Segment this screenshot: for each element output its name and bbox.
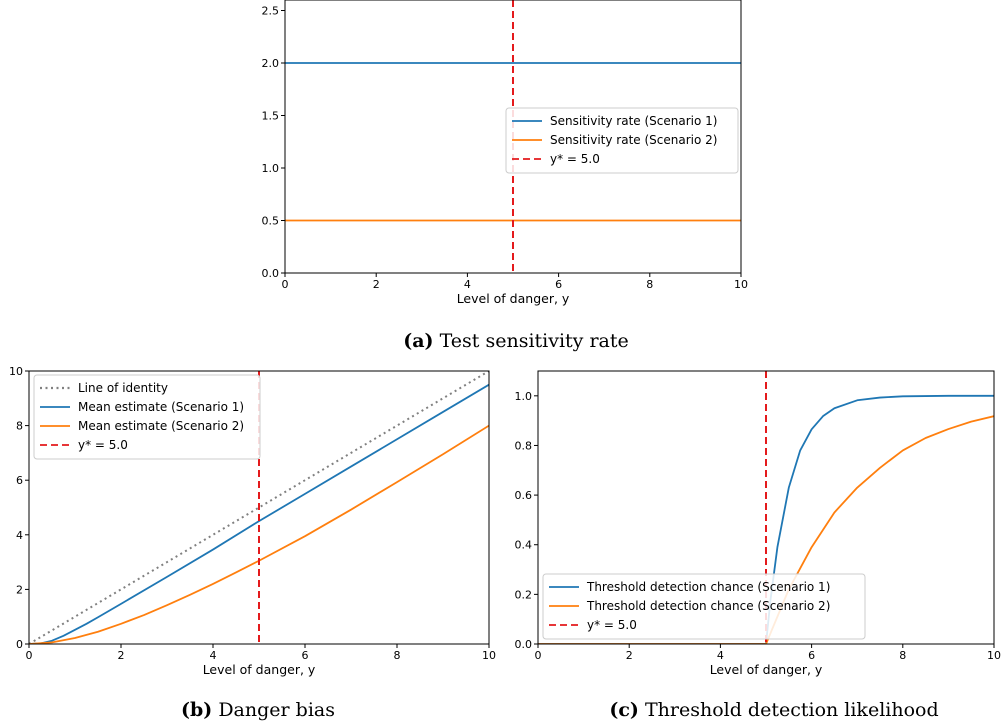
x-tick-label-a-5: 10 xyxy=(734,278,748,291)
caption-label-c: (c) xyxy=(609,699,639,721)
y-tick-label-a-4: 2.0 xyxy=(262,57,280,70)
caption-text-b: Danger bias xyxy=(218,699,335,721)
caption-label-b: (b) xyxy=(181,699,213,721)
legend-b: Line of identity Mean estimate (Scenario … xyxy=(33,374,261,460)
y-tick-label-b-2: 4 xyxy=(16,529,23,542)
y-tick-label-c-0: 0.0 xyxy=(515,638,533,651)
x-tick-label-b-3: 6 xyxy=(302,649,309,662)
legend-label-b-1: Mean estimate (Scenario 1) xyxy=(78,400,244,414)
x-axis-title-a: Level of danger, y xyxy=(457,291,570,306)
axes-frame-b xyxy=(28,370,490,645)
y-tick-label-a-2: 1.0 xyxy=(262,162,280,175)
legend-a: Sensitivity rate (Scenario 1) Sensitivity… xyxy=(505,107,739,174)
x-tick-label-b-0: 0 xyxy=(26,649,33,662)
x-tick-label-b-2: 4 xyxy=(210,649,217,662)
legend-box-a xyxy=(505,107,739,174)
x-axis-title-c: Level of danger, y xyxy=(710,662,823,677)
y-tick-label-b-1: 2 xyxy=(16,583,23,596)
caption-panel-a: (a) Test sensitivity rate xyxy=(403,330,629,352)
series-line-b-1 xyxy=(29,383,489,644)
y-tick-label-a-3: 1.5 xyxy=(262,110,280,123)
y-tick-label-b-3: 6 xyxy=(16,474,23,487)
x-tick-label-c-1: 2 xyxy=(626,649,633,662)
x-tick-label-c-5: 10 xyxy=(987,649,1001,662)
y-tick-label-b-5: 10 xyxy=(9,365,23,378)
x-tick-label-c-0: 0 xyxy=(535,649,542,662)
x-tick-label-a-0: 0 xyxy=(282,278,289,291)
x-tick-label-a-4: 8 xyxy=(646,278,653,291)
series-line-b-2 xyxy=(29,424,489,644)
y-tick-label-c-4: 0.8 xyxy=(515,439,533,452)
legend-label-a-0: Sensitivity rate (Scenario 1) xyxy=(550,114,717,128)
legend-label-b-3: y* = 5.0 xyxy=(78,438,128,452)
y-tick-label-a-5: 2.5 xyxy=(262,5,280,18)
caption-panel-c: (c) Threshold detection likelihood xyxy=(609,699,938,721)
caption-label-a: (a) xyxy=(403,330,434,352)
legend-label-b-2: Mean estimate (Scenario 2) xyxy=(78,419,244,433)
chart-panel-a: 0 2 4 6 8 10 0.0 0.5 1.0 1.5 2.0 2.5 Level of danger… xyxy=(262,0,748,306)
axes-frame-a xyxy=(284,0,742,274)
legend-c: Threshold detection chance (Scenario 1) T… xyxy=(542,573,866,640)
x-tick-label-b-1: 2 xyxy=(118,649,125,662)
legend-label-c-2: y* = 5.0 xyxy=(587,618,637,632)
caption-text-a: Test sensitivity rate xyxy=(439,330,629,352)
chart-panel-b: 0 2 4 6 8 10 0 2 4 6 8 10 Level of danger, y Line of … xyxy=(9,365,496,677)
x-tick-label-a-2: 4 xyxy=(464,278,471,291)
series-line-b-0 xyxy=(29,371,489,644)
legend-box-b xyxy=(33,374,261,460)
legend-label-b-0: Line of identity xyxy=(78,381,168,395)
x-tick-label-a-3: 6 xyxy=(555,278,562,291)
caption-text-c: Threshold detection likelihood xyxy=(644,699,939,721)
legend-label-a-1: Sensitivity rate (Scenario 2) xyxy=(550,133,717,147)
y-tick-label-b-4: 8 xyxy=(16,420,23,433)
caption-panel-b: (b) Danger bias xyxy=(181,699,335,721)
y-tick-label-a-0: 0.0 xyxy=(262,267,280,280)
legend-label-c-1: Threshold detection chance (Scenario 2) xyxy=(586,599,830,613)
chart-panel-c: 0 2 4 6 8 10 0.0 0.2 0.4 0.6 0.8 1.0 Level of danger… xyxy=(515,370,1001,677)
y-tick-label-a-1: 0.5 xyxy=(262,215,280,228)
x-tick-label-c-4: 8 xyxy=(899,649,906,662)
y-tick-label-c-1: 0.2 xyxy=(515,588,533,601)
axes-frame-c xyxy=(537,370,995,645)
legend-label-a-2: y* = 5.0 xyxy=(550,152,600,166)
x-tick-label-c-3: 6 xyxy=(808,649,815,662)
y-tick-label-c-3: 0.6 xyxy=(515,489,533,502)
legend-box-c xyxy=(542,573,866,640)
y-tick-label-c-2: 0.4 xyxy=(515,539,533,552)
x-tick-label-b-4: 8 xyxy=(394,649,401,662)
x-tick-label-c-2: 4 xyxy=(717,649,724,662)
x-axis-title-b: Level of danger, y xyxy=(203,662,316,677)
x-tick-label-a-1: 2 xyxy=(373,278,380,291)
legend-label-c-0: Threshold detection chance (Scenario 1) xyxy=(586,580,830,594)
y-tick-label-c-5: 1.0 xyxy=(515,390,533,403)
x-tick-label-b-5: 10 xyxy=(482,649,496,662)
y-tick-label-b-0: 0 xyxy=(16,638,23,651)
